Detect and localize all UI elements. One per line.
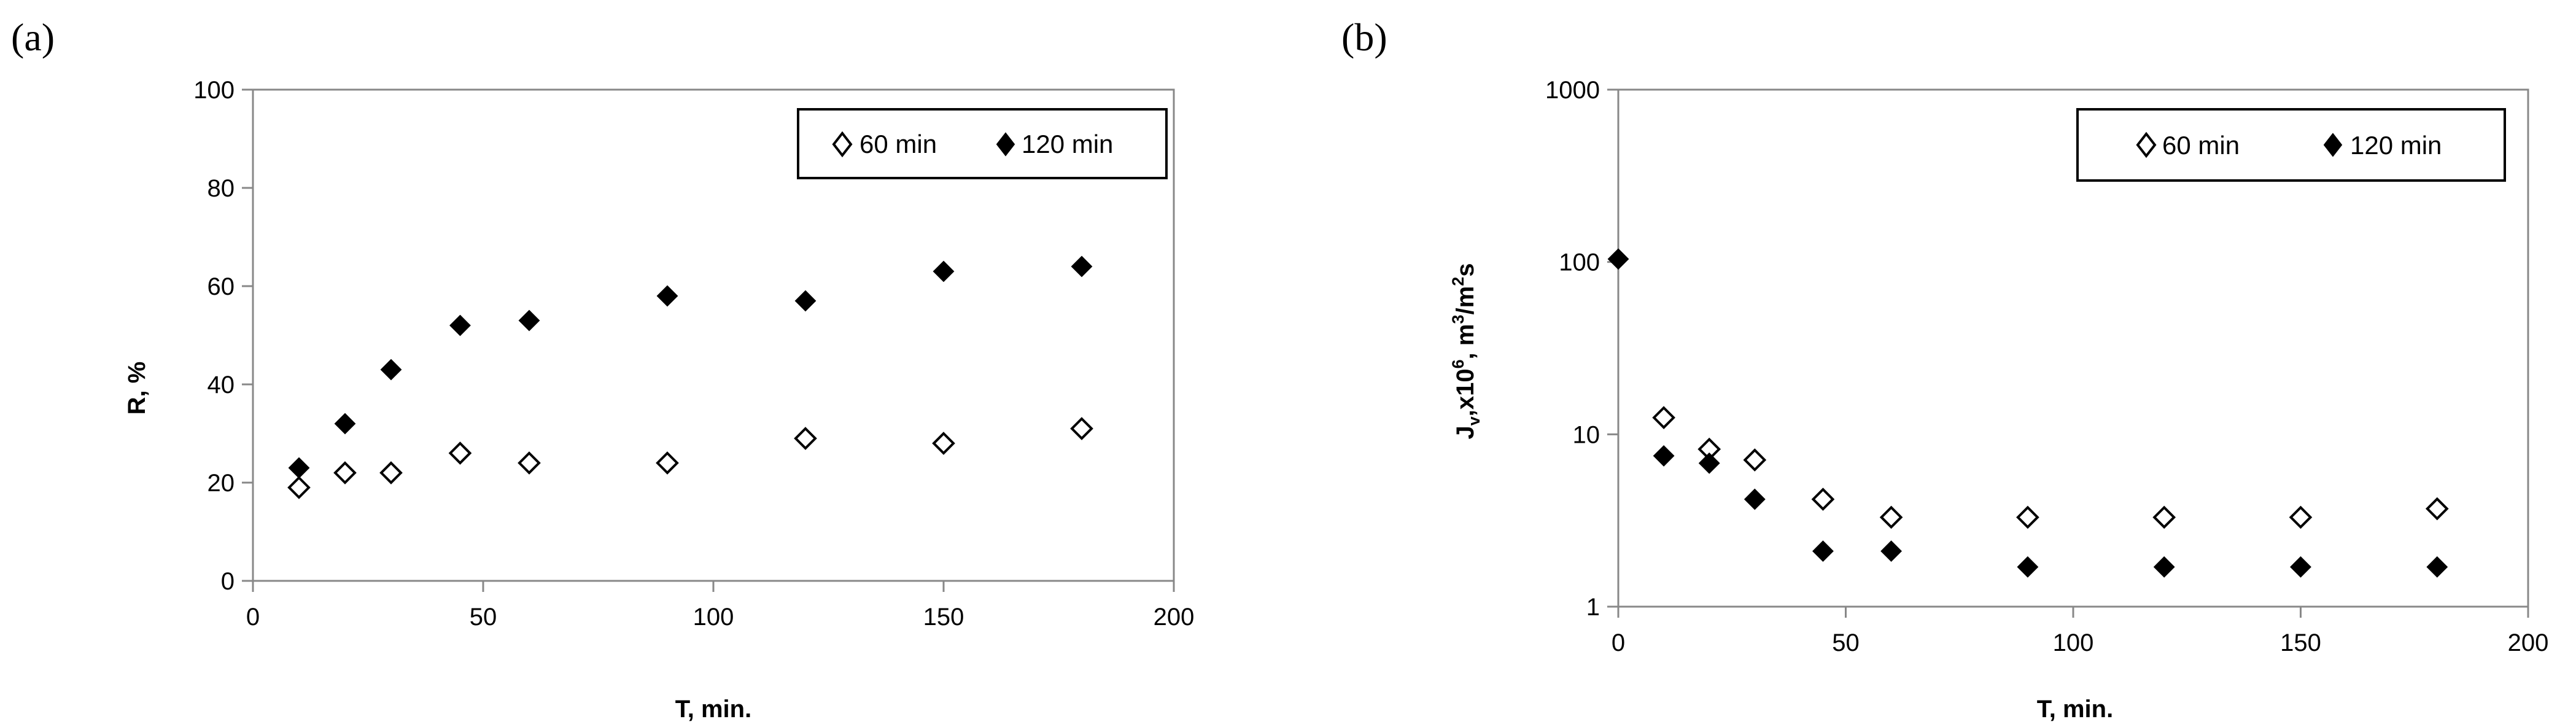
data-point-b-series-1 [1744, 488, 1766, 510]
data-point-a-series-0 [1070, 417, 1093, 440]
legend-b-open-diamond-icon [2136, 131, 2157, 158]
data-point-a-series-1 [1071, 255, 1093, 278]
x-axis-title-a: T, min. [675, 696, 751, 723]
y-tick-label-b: 1000 [1545, 77, 1600, 104]
data-point-a-series-0 [932, 432, 955, 455]
x-tick-label-b: 0 [1612, 629, 1625, 656]
panel-label-a: (a) [11, 15, 55, 59]
data-point-a-series-1 [288, 457, 310, 479]
data-point-a-series-0 [518, 451, 541, 475]
data-point-b-series-1 [2290, 556, 2311, 578]
data-point-a-series-1 [656, 285, 678, 307]
y-tick-label-a: 0 [221, 568, 235, 595]
data-point-a-series-0 [333, 461, 357, 484]
data-point-b-series-0 [1879, 505, 1903, 529]
panel-label-b: (b) [1341, 15, 1387, 59]
panel-a: (a) 0 20 40 60 80 100 0 50 100 150 200 T, min. R, … [11, 15, 1194, 723]
legend-b-label-60min: 60 min [2162, 131, 2240, 160]
data-point-a-series-1 [380, 359, 402, 381]
data-point-a-series-1 [334, 413, 356, 435]
x-tick-label-b: 50 [1832, 629, 1860, 656]
data-point-b-series-0 [2425, 497, 2449, 521]
y-tick-label-b: 10 [1573, 421, 1600, 448]
data-point-a-series-1 [933, 260, 955, 282]
x-tick-label-b: 100 [2053, 629, 2094, 656]
y-axis-title-b: Jv,x106, m3/m2s [1449, 263, 1483, 440]
data-point-b-series-1 [1880, 540, 1903, 562]
data-point-a-series-1 [794, 290, 817, 312]
y-tick-label-a: 40 [208, 371, 235, 398]
data-point-b-series-1 [1698, 452, 1720, 474]
legend-a: 60 min 120 min [797, 108, 1168, 179]
legend-b-label-120min: 120 min [2350, 131, 2442, 160]
x-tick-label-a: 100 [693, 604, 734, 631]
y-axis-title-a: R, % [123, 362, 150, 415]
data-point-b-series-0 [2016, 505, 2039, 529]
legend-a-filled-diamond-icon [996, 132, 1015, 157]
data-point-b-series-0 [2289, 505, 2313, 529]
data-point-a-series-0 [379, 461, 403, 484]
legend-a-label-120min: 120 min [1022, 130, 1113, 158]
plot-a-area: 0 20 40 60 80 100 0 50 100 150 200 [193, 77, 1194, 631]
data-point-a-series-1 [518, 309, 540, 332]
data-point-a-series-0 [656, 451, 679, 475]
y-tick-label-b: 1 [1586, 594, 1600, 621]
data-point-b-series-1 [1653, 445, 1675, 467]
data-point-b-series-0 [1743, 448, 1767, 472]
panel-b: (b) 1 10 100 1000 0 50 100 150 200 T, min. Jv,x1… [1341, 15, 2548, 723]
plot-b-area: 1 10 100 1000 0 50 100 150 200 [1545, 77, 2548, 656]
legend-a-box [797, 108, 1168, 179]
y-tick-label-a: 20 [208, 470, 235, 497]
x-tick-label-a: 150 [923, 604, 964, 631]
data-point-a-series-1 [449, 314, 471, 336]
x-tick-label-a: 50 [470, 604, 497, 631]
legend-b: 60 min 120 min [2076, 108, 2506, 182]
y-tick-label-a: 100 [193, 77, 235, 104]
data-point-b-series-1 [2153, 556, 2175, 578]
legend-a-open-diamond-icon [832, 131, 853, 158]
y-tick-label-a: 80 [208, 175, 235, 202]
x-tick-label-b: 200 [2508, 629, 2549, 656]
x-axis-title-b: T, min. [2037, 696, 2113, 723]
data-point-b-series-1 [1812, 540, 1834, 562]
data-point-b-series-0 [2152, 505, 2176, 529]
legend-a-label-60min: 60 min [859, 130, 937, 158]
y-tick-label-b: 100 [1559, 249, 1600, 276]
data-point-b-series-1 [2017, 556, 2039, 578]
data-point-b-series-0 [1811, 488, 1835, 511]
legend-b-filled-diamond-icon [2323, 133, 2343, 157]
y-tick-label-a: 60 [208, 273, 235, 300]
data-point-a-series-0 [287, 476, 311, 499]
x-tick-label-a: 0 [246, 604, 260, 631]
x-tick-label-b: 150 [2280, 629, 2321, 656]
data-point-a-series-0 [794, 427, 817, 450]
x-tick-label-a: 200 [1154, 604, 1195, 631]
data-point-b-series-0 [1652, 406, 1675, 429]
data-point-b-series-1 [2426, 556, 2448, 578]
data-point-a-series-0 [448, 441, 472, 465]
data-point-b-series-1 [1607, 248, 1629, 270]
